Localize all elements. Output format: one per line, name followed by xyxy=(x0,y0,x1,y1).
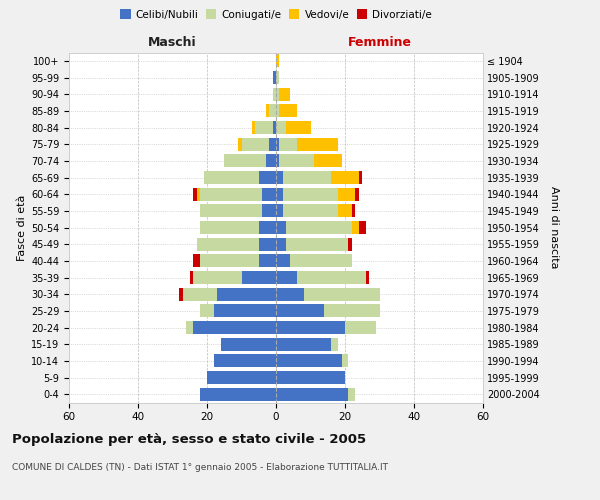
Bar xyxy=(359,221,365,234)
Bar xyxy=(276,88,280,101)
Bar xyxy=(200,221,259,234)
Bar xyxy=(276,71,280,84)
Bar xyxy=(276,338,331,350)
Text: COMUNE DI CALDES (TN) - Dati ISTAT 1° gennaio 2005 - Elaborazione TUTTITALIA.IT: COMUNE DI CALDES (TN) - Dati ISTAT 1° ge… xyxy=(12,462,388,471)
Bar xyxy=(252,121,256,134)
Bar xyxy=(331,171,359,184)
Bar xyxy=(349,238,352,250)
Bar xyxy=(331,338,338,350)
Bar xyxy=(276,204,283,218)
Text: Popolazione per età, sesso e stato civile - 2005: Popolazione per età, sesso e stato civil… xyxy=(12,432,366,446)
Legend: Celibi/Nubili, Coniugati/e, Vedovi/e, Divorziati/e: Celibi/Nubili, Coniugati/e, Vedovi/e, Di… xyxy=(116,5,436,24)
Bar xyxy=(352,221,359,234)
Bar xyxy=(280,88,290,101)
Bar xyxy=(200,254,259,268)
Bar xyxy=(276,154,280,168)
Bar xyxy=(276,271,296,284)
Bar xyxy=(341,354,349,368)
Bar xyxy=(190,271,193,284)
Bar xyxy=(179,288,183,300)
Bar xyxy=(286,121,311,134)
Bar xyxy=(325,304,380,318)
Bar xyxy=(224,154,266,168)
Bar xyxy=(256,121,272,134)
Bar xyxy=(221,338,276,350)
Bar xyxy=(200,388,276,400)
Bar xyxy=(266,104,269,118)
Bar xyxy=(276,304,325,318)
Bar xyxy=(276,171,283,184)
Bar xyxy=(276,138,280,150)
Bar xyxy=(355,188,359,200)
Bar xyxy=(276,188,283,200)
Bar xyxy=(349,388,355,400)
Bar xyxy=(276,288,304,300)
Bar xyxy=(276,388,349,400)
Bar xyxy=(286,238,349,250)
Bar xyxy=(276,121,286,134)
Bar xyxy=(214,354,276,368)
Bar xyxy=(203,171,259,184)
Bar xyxy=(276,321,345,334)
Bar xyxy=(197,238,259,250)
Bar xyxy=(352,204,355,218)
Bar xyxy=(276,238,286,250)
Bar xyxy=(207,371,276,384)
Bar xyxy=(276,254,290,268)
Y-axis label: Fasce di età: Fasce di età xyxy=(17,194,27,260)
Text: Femmine: Femmine xyxy=(347,36,412,49)
Bar xyxy=(200,304,214,318)
Bar xyxy=(193,254,200,268)
Text: Maschi: Maschi xyxy=(148,36,197,49)
Bar xyxy=(276,221,286,234)
Y-axis label: Anni di nascita: Anni di nascita xyxy=(550,186,559,269)
Bar xyxy=(269,104,276,118)
Bar xyxy=(217,288,276,300)
Bar xyxy=(193,321,276,334)
Bar xyxy=(200,204,262,218)
Bar xyxy=(269,138,276,150)
Bar xyxy=(345,321,376,334)
Bar xyxy=(280,104,296,118)
Bar xyxy=(296,271,366,284)
Bar xyxy=(304,288,380,300)
Bar xyxy=(280,138,296,150)
Bar xyxy=(214,304,276,318)
Bar xyxy=(193,188,197,200)
Bar xyxy=(290,254,352,268)
Bar xyxy=(272,88,276,101)
Bar xyxy=(286,221,352,234)
Bar xyxy=(242,138,269,150)
Bar xyxy=(193,271,241,284)
Bar xyxy=(366,271,369,284)
Bar xyxy=(241,271,276,284)
Bar xyxy=(262,188,276,200)
Bar xyxy=(283,188,338,200)
Bar xyxy=(359,171,362,184)
Bar xyxy=(200,188,262,200)
Bar xyxy=(259,171,276,184)
Bar xyxy=(266,154,276,168)
Bar xyxy=(238,138,241,150)
Bar xyxy=(280,154,314,168)
Bar xyxy=(272,71,276,84)
Bar xyxy=(259,254,276,268)
Bar xyxy=(276,371,345,384)
Bar xyxy=(272,121,276,134)
Bar xyxy=(283,171,331,184)
Bar xyxy=(314,154,341,168)
Bar xyxy=(276,354,341,368)
Bar xyxy=(183,288,217,300)
Bar xyxy=(187,321,193,334)
Bar xyxy=(338,204,352,218)
Bar xyxy=(276,54,280,68)
Bar xyxy=(283,204,338,218)
Bar xyxy=(262,204,276,218)
Bar xyxy=(259,221,276,234)
Bar xyxy=(197,188,200,200)
Bar xyxy=(338,188,355,200)
Bar xyxy=(296,138,338,150)
Bar xyxy=(276,104,280,118)
Bar xyxy=(259,238,276,250)
